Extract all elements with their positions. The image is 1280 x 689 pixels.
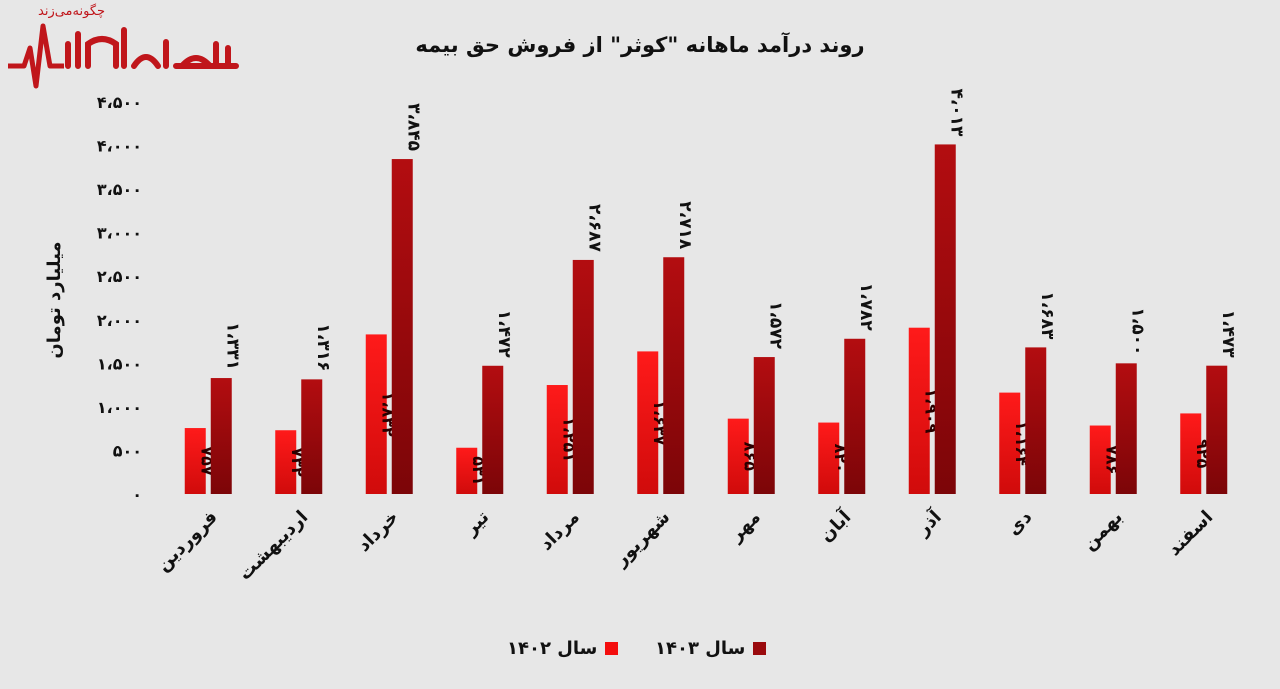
chart-title: روند درآمد ماهانه "کوثر" از فروش حق بیمه xyxy=(415,32,864,57)
bar-1402 xyxy=(365,334,387,494)
legend-item-1403: سال ۱۴۰۳ xyxy=(655,638,767,659)
x-tick-label: اسفند xyxy=(1164,507,1217,560)
legend-item-1402: سال ۱۴۰۲ xyxy=(507,638,619,659)
legend-swatch-1402 xyxy=(605,642,619,655)
data-label-1403: ۱،۵۰۰ xyxy=(1127,307,1147,355)
x-tick-label: اردیبهشت xyxy=(234,507,312,585)
bar-1402 xyxy=(818,422,840,494)
x-tick-label: مهر xyxy=(725,507,765,547)
y-tick-label: ۲،۰۰۰ xyxy=(97,311,142,330)
x-tick-label: مرداد xyxy=(536,507,584,555)
x-tick-label: آبان xyxy=(814,505,856,547)
y-tick-label: ۴،۰۰۰ xyxy=(97,137,142,156)
bar-1403 xyxy=(753,357,775,494)
bar-1403 xyxy=(1025,347,1047,494)
y-tick-label: ۱،۵۰۰ xyxy=(97,354,142,373)
data-label-1403: ۱،۵۷۲ xyxy=(765,301,785,350)
bar-1403 xyxy=(663,257,685,494)
bar-1402 xyxy=(275,430,297,494)
y-tick-label: ۲،۵۰۰ xyxy=(97,267,142,286)
bar-1403 xyxy=(844,338,866,494)
watermark-caption: چگونه‌می‌زند xyxy=(38,4,106,19)
brand-logo-icon xyxy=(8,23,239,89)
bar-1403 xyxy=(1115,363,1137,494)
bar-1403 xyxy=(934,144,956,495)
bar-1402 xyxy=(1180,413,1202,494)
legend-swatch-1403 xyxy=(753,642,767,655)
legend-label-1403: سال ۱۴۰۳ xyxy=(655,638,746,659)
y-tick-label: ۴،۵۰۰ xyxy=(97,93,142,112)
y-tick-label: ۱،۰۰۰ xyxy=(97,398,142,417)
y-tick-label: ۳،۵۰۰ xyxy=(97,180,142,199)
y-tick-label: ۵۰۰ xyxy=(113,441,142,460)
x-axis-labels: فروردین اردیبهشت خرداد تیر مرداد شهریور مهر آبا… xyxy=(153,505,1218,585)
bar-1403 xyxy=(482,365,504,494)
x-tick-label: فروردین xyxy=(153,507,222,576)
bar-1402 xyxy=(1089,425,1111,494)
bar-1402 xyxy=(637,351,659,494)
bar-1402 xyxy=(727,418,749,494)
x-tick-label: بهمن xyxy=(1079,507,1127,555)
x-tick-label: شهریور xyxy=(610,507,674,571)
data-label-1403: ۴،۰۱۳ xyxy=(946,88,966,137)
bar-1403 xyxy=(391,159,413,494)
bar-1402 xyxy=(546,385,568,494)
x-tick-label: تیر xyxy=(460,507,493,540)
legend-label-1402: سال ۱۴۰۲ xyxy=(507,638,598,659)
bar-1402 xyxy=(908,327,930,494)
y-axis-ticks: ۰ ۵۰۰ ۱،۰۰۰ ۱،۵۰۰ ۲،۰۰۰ ۲،۵۰۰ ۳،۰۰۰ ۳،۵۰۰ ۴،۰۰۰ ۴… xyxy=(97,93,142,504)
y-tick-label: ۳،۰۰۰ xyxy=(97,224,142,243)
data-label-1403: ۱،۷۸۲ xyxy=(856,283,876,332)
data-label-1403: ۱،۴۷۳ xyxy=(1218,310,1238,359)
data-label-1403: ۱،۳۱۶ xyxy=(313,323,333,371)
x-tick-label: آذر xyxy=(911,505,947,541)
data-label-1403: ۳،۸۴۵ xyxy=(403,103,423,151)
legend: سال ۱۴۰۲ سال ۱۴۰۳ xyxy=(0,638,1280,664)
data-label-1403: ۱،۴۷۲ xyxy=(494,310,514,359)
bar-1403 xyxy=(572,259,594,494)
data-label-1403: ۲،۷۱۸ xyxy=(675,201,695,250)
bars-group: ۷۵۷۱،۳۳۱۷۳۲۱،۳۱۶۱،۸۳۲۳،۸۴۵۵۳۱۱،۴۷۲۱،۲۵۱۲… xyxy=(184,88,1238,495)
x-tick-label: دی xyxy=(1003,507,1036,540)
bar-1403 xyxy=(1206,365,1228,494)
y-axis-label: میلیارد تومان xyxy=(44,241,65,358)
data-label-1403: ۱،۶۸۳ xyxy=(1037,291,1057,340)
bar-1403 xyxy=(210,378,232,494)
y-tick-label: ۰ xyxy=(132,485,142,504)
bar-1403 xyxy=(301,379,323,494)
x-tick-label: خرداد xyxy=(353,507,402,556)
bar-1402 xyxy=(999,392,1021,494)
bar-1402 xyxy=(456,447,478,494)
data-label-1403: ۱،۳۳۱ xyxy=(222,322,242,370)
bar-1402 xyxy=(184,428,206,494)
data-label-1403: ۲،۶۸۷ xyxy=(584,204,604,253)
